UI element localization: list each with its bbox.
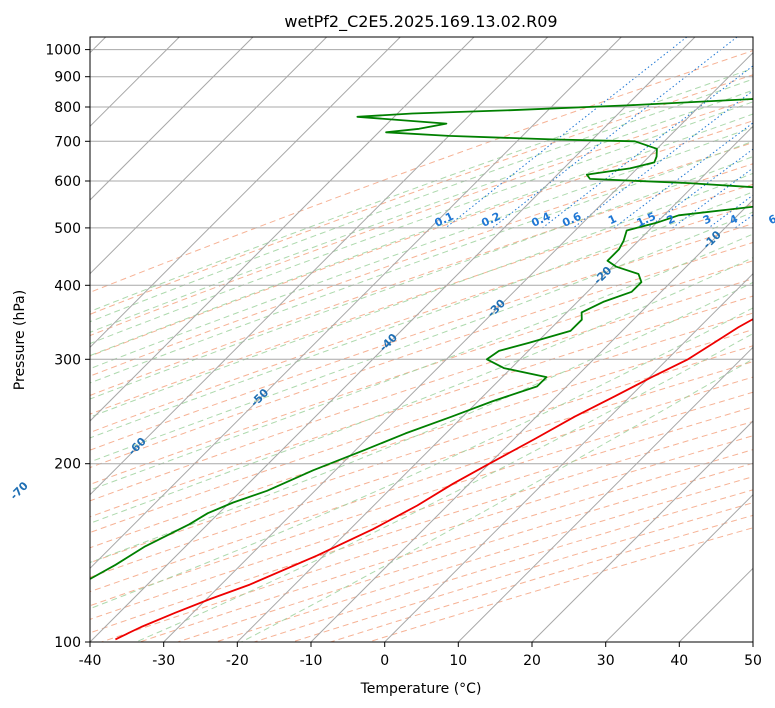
dry-adiabat [90,183,753,415]
isotherm-label: -30 [485,296,508,319]
moist-adiabat [90,172,753,418]
x-tick-label: 30 [597,653,615,669]
x-tick-label: 0 [380,653,389,669]
isotherm [90,37,622,570]
x-tick-label: -40 [79,653,102,669]
temperature-profile [115,318,753,641]
x-tick-label: 10 [449,653,467,669]
chart-title: wetPf2_C2E5.2025.169.13.02.R09 [284,12,557,32]
mixing-ratio-label: 3 [701,212,713,227]
dry-adiabat [90,312,753,534]
moist-adiabat [241,358,753,642]
isotherm [90,37,696,642]
mixing-ratio-line [492,37,738,229]
dry-adiabat [90,278,753,502]
y-axis: 100 200 300 400 500 600 700 800 900 1000 [45,43,90,651]
y-tick-label: 100 [54,635,81,651]
dry-adiabat [90,74,753,315]
pressure-gridlines [90,49,753,642]
x-tick-label: -30 [152,653,175,669]
dry-adiabat [90,329,753,549]
y-tick-label: 300 [54,352,81,368]
y-tick-label: 1000 [45,43,81,59]
isotherm-label: -50 [248,386,271,409]
dry-adiabat [90,50,753,293]
isotherm [90,37,549,496]
x-tick-label: -10 [300,653,323,669]
dewpoint-profile [90,98,753,580]
moist-adiabat [90,89,753,333]
moist-adiabat [90,78,753,323]
isotherm [457,346,753,642]
background-lines [90,37,753,642]
isotherm [90,37,401,349]
y-tick-label: 600 [54,174,81,190]
x-tick-label: 50 [744,653,762,669]
dry-adiabat [90,223,753,451]
x-axis-label: Temperature (°C) [360,681,482,697]
mixing-ratio-line [445,37,688,229]
y-tick-label: 900 [54,70,81,86]
isotherm-label: -60 [126,435,149,458]
isotherm [310,199,753,642]
mixing-ratio-label: 1 [606,212,618,227]
mixing-ratio-label: 0.6 [560,210,583,230]
isotherm [752,641,753,642]
y-axis-label: Pressure (hPa) [12,290,28,390]
moist-adiabat [90,156,753,400]
x-axis: -40 -30 -20 -10 0 10 20 30 40 50 [79,642,762,669]
mixing-ratio-line [734,214,753,229]
y-tick-label: 400 [54,278,81,294]
moist-adiabat [135,333,753,642]
isotherm-label: -40 [377,331,400,354]
profiles [90,98,753,641]
isotherm [163,51,753,642]
isotherm [531,420,753,642]
x-tick-label: -20 [226,653,249,669]
dry-adiabat [90,391,753,607]
plot-frame [89,36,754,643]
dry-adiabat [101,435,753,642]
mixing-ratio-label: 0.1 [433,210,456,230]
dry-adiabat [90,97,753,337]
isotherm [605,493,753,642]
x-tick-label: 20 [523,653,541,669]
isotherm [90,37,328,275]
isotherm-label: -70 [8,479,31,502]
moist-adiabat [90,67,753,313]
mixing-ratio-line [542,65,753,229]
isotherm [236,125,753,642]
isotherm-label: -20 [591,264,614,287]
mixing-ratio-label: 6 [766,212,775,227]
mixing-ratio-label: 0.4 [529,210,552,230]
y-tick-label: 800 [54,100,81,116]
dry-adiabat [177,462,753,642]
line-labels: 0.10.20.40.611.52346810131620253036-100-… [8,210,775,503]
dry-adiabat [90,142,753,377]
mixing-ratio-label: 1.5 [635,210,658,230]
isotherm [384,272,753,642]
moist-adiabat [90,211,753,463]
y-tick-label: 500 [54,221,81,237]
isotherm [90,37,254,201]
moist-adiabat [90,126,753,370]
isotherm [678,567,753,642]
x-tick-label: 40 [670,653,688,669]
dry-adiabat [90,163,753,396]
mixing-ratio-line [672,167,753,229]
mixing-ratio-label: 0.2 [479,210,502,230]
isotherm [90,37,475,422]
mixing-ratio-line [572,90,753,229]
y-tick-label: 200 [54,457,81,473]
dry-adiabat [292,502,753,642]
moist-adiabat [90,140,753,384]
moist-adiabat [90,257,753,524]
mixing-ratio-label: 2 [665,212,677,227]
y-tick-label: 700 [54,134,81,150]
